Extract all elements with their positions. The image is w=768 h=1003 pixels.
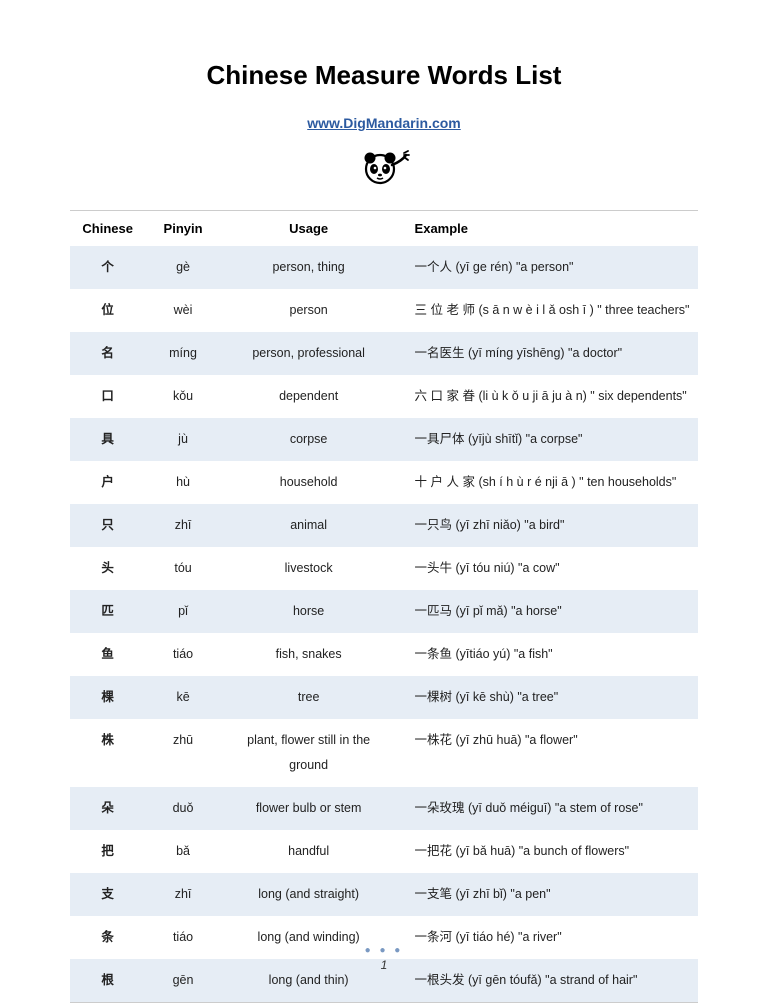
table-row: 把bǎhandful一把花 (yī bǎ huā) "a bunch of fl… — [70, 830, 698, 873]
cell-pinyin: gè — [145, 246, 220, 289]
cell-chinese: 支 — [70, 873, 145, 916]
cell-usage: tree — [221, 676, 397, 719]
cell-example: 一头牛 (yī tóu niú) "a cow" — [397, 547, 698, 590]
cell-pinyin: jù — [145, 418, 220, 461]
cell-pinyin: zhū — [145, 719, 220, 787]
logo-container — [70, 147, 698, 192]
cell-chinese: 把 — [70, 830, 145, 873]
col-header-pinyin: Pinyin — [145, 211, 220, 247]
cell-usage: corpse — [221, 418, 397, 461]
table-row: 棵kētree一棵树 (yī kē shù) "a tree" — [70, 676, 698, 719]
cell-usage: person, professional — [221, 332, 397, 375]
cell-usage: dependent — [221, 375, 397, 418]
table-row: 位wèiperson三 位 老 师 (s ā n w è i l ǎ osh ī… — [70, 289, 698, 332]
cell-chinese: 朵 — [70, 787, 145, 830]
table-row: 鱼tiáofish, snakes一条鱼 (yītiáo yú) "a fish… — [70, 633, 698, 676]
cell-example: 一只鸟 (yī zhī niǎo) "a bird" — [397, 504, 698, 547]
cell-example: 一个人 (yī ge rén) "a person" — [397, 246, 698, 289]
cell-usage: household — [221, 461, 397, 504]
cell-pinyin: míng — [145, 332, 220, 375]
table-row: 匹pǐhorse一匹马 (yī pǐ mǎ) "a horse" — [70, 590, 698, 633]
cell-chinese: 株 — [70, 719, 145, 787]
cell-chinese: 匹 — [70, 590, 145, 633]
cell-usage: person, thing — [221, 246, 397, 289]
cell-usage: person — [221, 289, 397, 332]
cell-usage: horse — [221, 590, 397, 633]
cell-pinyin: tiáo — [145, 633, 220, 676]
measure-words-table: Chinese Pinyin Usage Example 个gèperson, … — [70, 210, 698, 1003]
cell-example: 一匹马 (yī pǐ mǎ) "a horse" — [397, 590, 698, 633]
table-row: 名míngperson, professional一名医生 (yī míng y… — [70, 332, 698, 375]
table-row: 只zhīanimal一只鸟 (yī zhī niǎo) "a bird" — [70, 504, 698, 547]
cell-example: 一朵玫瑰 (yī duǒ méiguī) "a stem of rose" — [397, 787, 698, 830]
cell-example: 一棵树 (yī kē shù) "a tree" — [397, 676, 698, 719]
cell-chinese: 位 — [70, 289, 145, 332]
cell-pinyin: wèi — [145, 289, 220, 332]
page-number: 1 — [0, 958, 768, 972]
cell-example: 一条鱼 (yītiáo yú) "a fish" — [397, 633, 698, 676]
cell-example: 一具尸体 (yījù shītǐ) "a corpse" — [397, 418, 698, 461]
cell-chinese: 个 — [70, 246, 145, 289]
panda-logo-icon — [358, 147, 410, 192]
cell-usage: long (and straight) — [221, 873, 397, 916]
table-row: 口kǒudependent六 口 家 眷 (li ù k ǒ u ji ā ju… — [70, 375, 698, 418]
cell-example: 六 口 家 眷 (li ù k ǒ u ji ā ju à n) " six d… — [397, 375, 698, 418]
cell-pinyin: kǒu — [145, 375, 220, 418]
cell-pinyin: kē — [145, 676, 220, 719]
col-header-usage: Usage — [221, 211, 397, 247]
page-title: Chinese Measure Words List — [70, 60, 698, 91]
col-header-chinese: Chinese — [70, 211, 145, 247]
cell-usage: animal — [221, 504, 397, 547]
cell-chinese: 具 — [70, 418, 145, 461]
footer-dots-icon: ● ● ● — [0, 946, 768, 956]
cell-chinese: 名 — [70, 332, 145, 375]
cell-example: 三 位 老 师 (s ā n w è i l ǎ osh ī ) " three… — [397, 289, 698, 332]
cell-pinyin: pǐ — [145, 590, 220, 633]
table-row: 株zhūplant, flower still in the ground一株花… — [70, 719, 698, 787]
cell-chinese: 口 — [70, 375, 145, 418]
table-row: 朵duǒflower bulb or stem一朵玫瑰 (yī duǒ méig… — [70, 787, 698, 830]
cell-usage: handful — [221, 830, 397, 873]
cell-usage: plant, flower still in the ground — [221, 719, 397, 787]
cell-pinyin: zhī — [145, 504, 220, 547]
cell-usage: flower bulb or stem — [221, 787, 397, 830]
cell-pinyin: hù — [145, 461, 220, 504]
cell-pinyin: duǒ — [145, 787, 220, 830]
cell-example: 一支笔 (yī zhī bǐ) "a pen" — [397, 873, 698, 916]
cell-chinese: 鱼 — [70, 633, 145, 676]
cell-chinese: 头 — [70, 547, 145, 590]
source-link[interactable]: www.DigMandarin.com — [70, 115, 698, 131]
cell-chinese: 只 — [70, 504, 145, 547]
table-row: 头tóulivestock一头牛 (yī tóu niú) "a cow" — [70, 547, 698, 590]
table-row: 个gèperson, thing一个人 (yī ge rén) "a perso… — [70, 246, 698, 289]
page-footer: ● ● ● 1 — [0, 946, 768, 972]
table-row: 具jùcorpse一具尸体 (yījù shītǐ) "a corpse" — [70, 418, 698, 461]
cell-usage: fish, snakes — [221, 633, 397, 676]
cell-pinyin: bǎ — [145, 830, 220, 873]
table-row: 支zhīlong (and straight)一支笔 (yī zhī bǐ) "… — [70, 873, 698, 916]
cell-example: 十 户 人 家 (sh í h ù r é nji ā ) " ten hous… — [397, 461, 698, 504]
cell-chinese: 户 — [70, 461, 145, 504]
table-header-row: Chinese Pinyin Usage Example — [70, 211, 698, 247]
col-header-example: Example — [397, 211, 698, 247]
cell-pinyin: zhī — [145, 873, 220, 916]
cell-example: 一名医生 (yī míng yīshēng) "a doctor" — [397, 332, 698, 375]
table-row: 户hùhousehold十 户 人 家 (sh í h ù r é nji ā … — [70, 461, 698, 504]
cell-example: 一株花 (yī zhū huā) "a flower" — [397, 719, 698, 787]
cell-example: 一把花 (yī bǎ huā) "a bunch of flowers" — [397, 830, 698, 873]
cell-usage: livestock — [221, 547, 397, 590]
cell-pinyin: tóu — [145, 547, 220, 590]
cell-chinese: 棵 — [70, 676, 145, 719]
